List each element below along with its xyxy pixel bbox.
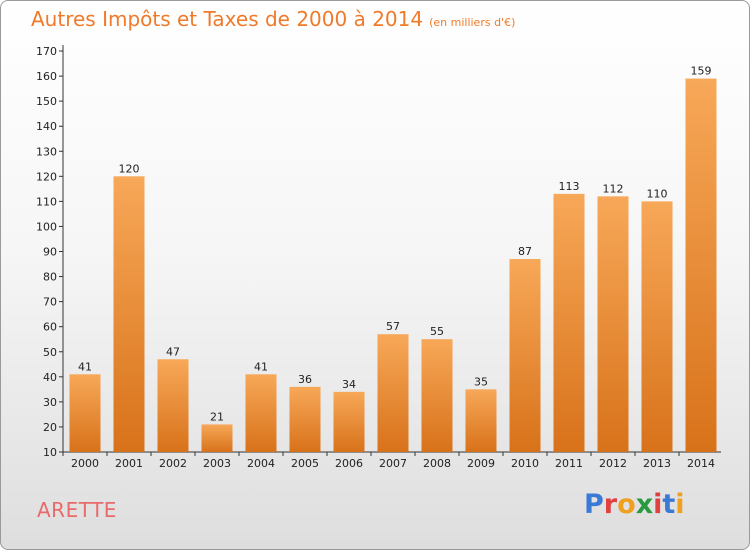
y-tick-label: 80 bbox=[43, 271, 57, 284]
x-tick-label-2009: 2009 bbox=[467, 457, 495, 470]
x-tick-label-2008: 2008 bbox=[423, 457, 451, 470]
logo-letter: o bbox=[617, 489, 636, 520]
x-tick-label-2014: 2014 bbox=[687, 457, 715, 470]
y-tick-label: 50 bbox=[43, 346, 57, 359]
bar-2005 bbox=[289, 386, 321, 452]
proxiti-logo: Proxiti bbox=[584, 489, 685, 520]
data-label-2002: 47 bbox=[166, 345, 180, 358]
logo-letter: P bbox=[584, 489, 604, 520]
y-tick-label: 30 bbox=[43, 396, 57, 409]
y-tick-label: 150 bbox=[36, 95, 57, 108]
logo-letter: x bbox=[635, 489, 654, 520]
logo-letter: t bbox=[662, 489, 676, 520]
x-tick-label-2013: 2013 bbox=[643, 457, 671, 470]
data-label-2004: 41 bbox=[254, 360, 268, 373]
data-label-2009: 35 bbox=[474, 375, 488, 388]
chart-title: Autres Impôts et Taxes de 2000 à 2014 (en… bbox=[31, 7, 515, 31]
x-tick-label-2002: 2002 bbox=[159, 457, 187, 470]
x-tick-label-2010: 2010 bbox=[511, 457, 539, 470]
bar-2000 bbox=[69, 374, 101, 452]
y-tick-label: 40 bbox=[43, 371, 57, 384]
y-tick-label: 110 bbox=[36, 195, 57, 208]
y-tick-label: 130 bbox=[36, 145, 57, 158]
y-tick-label: 140 bbox=[36, 120, 57, 133]
data-label-2010: 87 bbox=[518, 245, 532, 258]
bar-2011 bbox=[553, 193, 585, 452]
y-tick-label: 120 bbox=[36, 170, 57, 183]
bar-2014 bbox=[685, 78, 717, 452]
bars: 41 120 47 21 41 36 34 57 55 35 87 113 112 110 159 bbox=[69, 65, 717, 452]
x-tick-label-2012: 2012 bbox=[599, 457, 627, 470]
x-tick-label-2011: 2011 bbox=[555, 457, 583, 470]
x-tick-label-2000: 2000 bbox=[71, 457, 99, 470]
bar-2009 bbox=[465, 389, 497, 452]
title-text: Autres Impôts et Taxes de 2000 à 2014 bbox=[31, 7, 424, 31]
x-tick-label-2001: 2001 bbox=[115, 457, 143, 470]
bar-2013 bbox=[641, 201, 673, 452]
logo-letter: i bbox=[653, 489, 663, 520]
data-label-2001: 120 bbox=[119, 162, 140, 175]
logo-letter: i bbox=[675, 489, 685, 520]
bar-2001 bbox=[113, 176, 145, 452]
y-tick-label: 20 bbox=[43, 421, 57, 434]
x-tick-label-2004: 2004 bbox=[247, 457, 275, 470]
bar-2004 bbox=[245, 374, 277, 452]
y-tick-label: 160 bbox=[36, 70, 57, 83]
logo-letter: r bbox=[603, 489, 618, 520]
data-label-2013: 110 bbox=[647, 187, 668, 200]
data-label-2006: 34 bbox=[342, 378, 356, 391]
x-tick-label-2005: 2005 bbox=[291, 457, 319, 470]
data-label-2000: 41 bbox=[78, 360, 92, 373]
data-label-2011: 113 bbox=[559, 180, 580, 193]
y-tick-label: 170 bbox=[36, 45, 57, 58]
y-tick-label: 60 bbox=[43, 321, 57, 334]
x-tick-label-2006: 2006 bbox=[335, 457, 363, 470]
bar-2007 bbox=[377, 334, 409, 452]
data-label-2005: 36 bbox=[298, 373, 312, 386]
data-label-2007: 57 bbox=[386, 320, 400, 333]
x-tick-label-2007: 2007 bbox=[379, 457, 407, 470]
subtitle-text: (en milliers d'€) bbox=[429, 16, 516, 29]
y-tick-label: 70 bbox=[43, 296, 57, 309]
y-tick-label: 10 bbox=[43, 446, 57, 459]
bar-2002 bbox=[157, 359, 189, 452]
y-tick-label: 90 bbox=[43, 246, 57, 259]
bar-2008 bbox=[421, 339, 453, 452]
data-label-2008: 55 bbox=[430, 325, 444, 338]
axes: 10 20 30 40 50 60 70 80 90 100 110 120 130 140 150 160 1… bbox=[36, 45, 721, 470]
bar-2006 bbox=[333, 391, 365, 452]
bar-2010 bbox=[509, 259, 541, 452]
y-tick-label: 100 bbox=[36, 220, 57, 233]
data-label-2014: 159 bbox=[691, 65, 712, 78]
bar-2012 bbox=[597, 196, 629, 452]
x-tick-label-2003: 2003 bbox=[203, 457, 231, 470]
bar-2003 bbox=[201, 424, 233, 452]
commune-name: ARETTE bbox=[37, 498, 117, 522]
data-label-2012: 112 bbox=[603, 182, 624, 195]
data-label-2003: 21 bbox=[210, 410, 224, 423]
